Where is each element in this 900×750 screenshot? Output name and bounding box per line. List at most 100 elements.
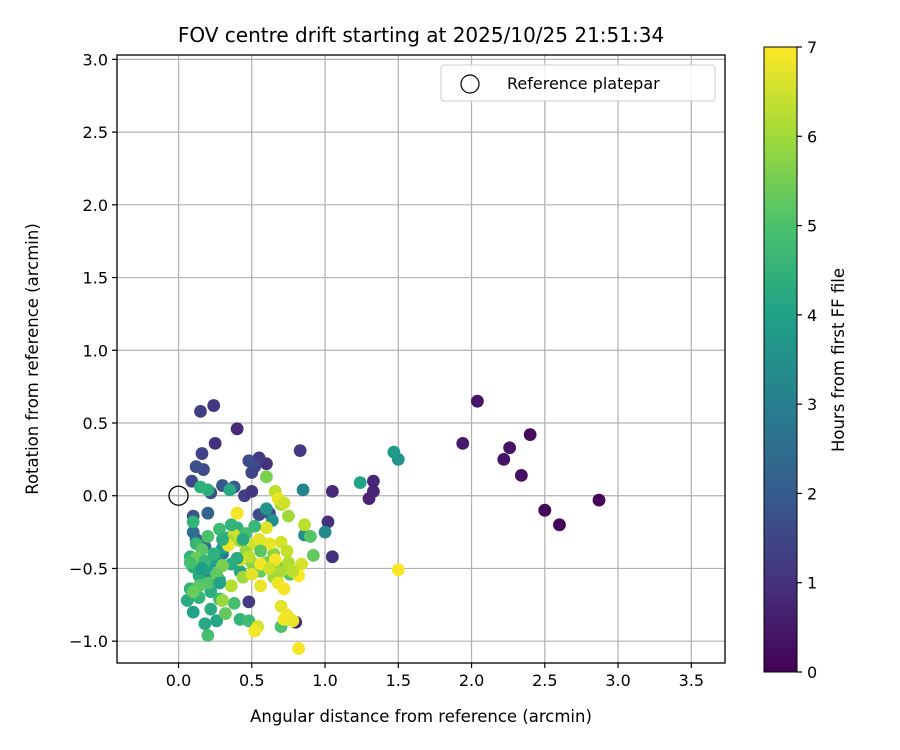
data-point xyxy=(230,422,244,436)
data-point xyxy=(262,537,276,551)
legend-entry-reference-platepar: Reference platepar xyxy=(507,74,660,93)
data-point xyxy=(216,532,229,546)
colorbar-tick-label: 3 xyxy=(807,395,817,414)
y-tick-label: 2.5 xyxy=(83,123,108,142)
data-point xyxy=(245,466,259,479)
data-point xyxy=(325,550,339,564)
reference-platepar-marker xyxy=(168,485,189,506)
colorbar-ticks: 0 1 2 3 4 5 6 7 xyxy=(797,38,817,682)
x-tick-label: 0.5 xyxy=(239,671,264,690)
plot-frame xyxy=(116,54,726,664)
data-point xyxy=(201,530,215,543)
data-point xyxy=(195,447,209,460)
data-point xyxy=(195,562,209,575)
data-point xyxy=(254,544,267,558)
data-point xyxy=(260,470,273,484)
data-point xyxy=(280,544,294,558)
data-point xyxy=(186,525,200,539)
data-point xyxy=(219,607,232,620)
data-point xyxy=(210,614,224,628)
data-point xyxy=(262,562,276,575)
data-point xyxy=(362,492,376,506)
data-point xyxy=(183,556,197,570)
legend-box xyxy=(440,64,716,102)
reference-marker-layer xyxy=(168,485,189,506)
scatter-points xyxy=(180,394,606,655)
data-point xyxy=(471,394,484,408)
data-point xyxy=(248,624,262,638)
data-point xyxy=(303,530,317,543)
data-point xyxy=(318,525,332,539)
data-point xyxy=(194,480,207,494)
data-point xyxy=(497,452,511,466)
x-tick-label: 3.0 xyxy=(605,671,630,690)
data-point xyxy=(353,476,367,490)
legend-reference-marker xyxy=(460,74,480,94)
data-point xyxy=(306,548,320,562)
y-tick-label: −1.0 xyxy=(69,632,108,651)
data-point xyxy=(189,460,203,474)
data-point xyxy=(286,564,300,578)
x-axis-ticks: 0.0 0.5 1.0 1.5 2.0 2.5 3.0 3.5 xyxy=(166,663,704,690)
data-point xyxy=(292,642,306,655)
data-point xyxy=(223,483,237,497)
y-axis-ticks: −1.0 −0.5 0.0 0.5 1.0 1.5 2.0 2.5 3.0 xyxy=(69,50,117,651)
data-point xyxy=(523,428,537,442)
data-point xyxy=(387,445,401,459)
y-axis-label: Rotation from reference (arcmin) xyxy=(23,223,42,495)
data-point xyxy=(296,483,310,497)
data-point xyxy=(194,404,207,418)
x-tick-label: 2.0 xyxy=(459,671,484,690)
data-point xyxy=(198,617,212,631)
data-point xyxy=(186,585,200,599)
y-tick-label: 1.0 xyxy=(83,341,108,360)
data-point xyxy=(207,547,221,561)
data-point xyxy=(553,518,566,532)
data-point xyxy=(366,474,380,488)
x-axis-label: Angular distance from reference (arcmin) xyxy=(250,707,592,726)
data-point xyxy=(538,503,552,517)
data-point xyxy=(236,532,250,546)
data-point xyxy=(295,557,308,571)
chart-title: FOV centre drift starting at 2025/10/25 … xyxy=(178,23,664,47)
data-point xyxy=(207,399,221,412)
data-point xyxy=(201,506,215,520)
y-tick-label: 3.0 xyxy=(83,50,108,69)
data-point xyxy=(245,567,259,581)
data-point xyxy=(286,614,300,628)
x-tick-label: 1.5 xyxy=(386,671,411,690)
x-tick-label: 1.0 xyxy=(312,671,337,690)
x-tick-label: 3.5 xyxy=(679,671,704,690)
x-tick-label: 0.0 xyxy=(166,671,191,690)
data-point xyxy=(248,519,262,533)
colorbar-label: Hours from first FF file xyxy=(829,268,848,452)
y-tick-label: −0.5 xyxy=(69,559,108,578)
data-point xyxy=(277,496,291,510)
data-point xyxy=(282,509,295,523)
data-point xyxy=(213,576,226,590)
colorbar: 0 1 2 3 4 5 6 7 Hours from first FF file xyxy=(763,38,848,682)
data-point xyxy=(224,579,238,593)
data-point xyxy=(242,595,256,609)
data-point xyxy=(230,506,244,520)
data-point xyxy=(252,532,266,546)
data-point xyxy=(514,468,528,482)
y-tick-label: 0.0 xyxy=(83,487,108,506)
data-point xyxy=(245,484,259,498)
data-point xyxy=(293,444,307,458)
data-point xyxy=(592,493,606,507)
colorbar-tick-label: 1 xyxy=(807,574,817,593)
y-tick-label: 0.5 xyxy=(83,414,108,433)
colorbar-tick-label: 2 xyxy=(807,484,817,503)
colorbar-tick-label: 7 xyxy=(807,38,817,57)
data-point xyxy=(260,502,273,516)
data-point xyxy=(216,594,229,607)
data-point xyxy=(224,518,238,532)
data-point xyxy=(321,515,335,529)
data-point xyxy=(208,436,222,450)
data-point xyxy=(204,602,218,616)
data-point xyxy=(277,582,291,596)
colorbar-tick-label: 6 xyxy=(807,127,817,146)
data-point xyxy=(391,563,405,577)
